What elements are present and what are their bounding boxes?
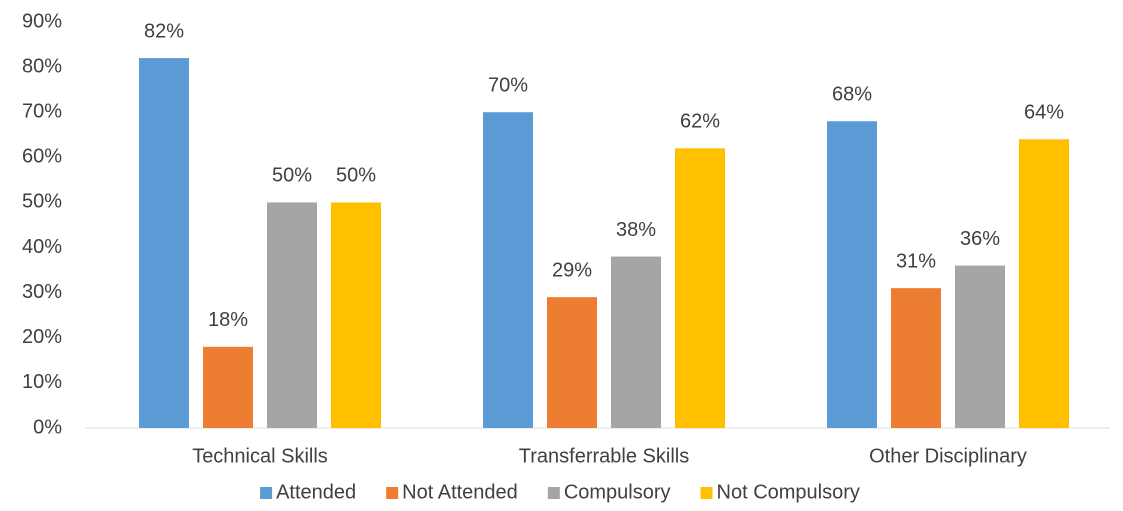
data-label: 50%	[336, 165, 376, 187]
bar	[203, 346, 253, 428]
legend-label: Attended	[276, 481, 356, 503]
data-label: 82%	[144, 20, 184, 42]
data-label: 36%	[960, 228, 1000, 250]
y-tick-label: 90%	[22, 10, 62, 32]
bar	[675, 148, 725, 429]
data-label: 38%	[616, 219, 656, 241]
x-tick-label: Technical Skills	[192, 445, 328, 467]
legend-label: Compulsory	[564, 481, 671, 503]
bar	[483, 112, 533, 428]
bar	[267, 202, 317, 428]
bar	[891, 288, 941, 428]
legend-swatch	[260, 487, 273, 499]
x-tick-label: Transferrable Skills	[519, 445, 689, 467]
bar	[1019, 139, 1069, 429]
legend-label: Not Compulsory	[717, 481, 860, 503]
data-label: 64%	[1024, 102, 1064, 124]
bar	[955, 265, 1005, 428]
data-label: 70%	[488, 75, 528, 97]
data-label: 18%	[208, 309, 248, 331]
y-tick-label: 40%	[22, 236, 62, 258]
legend-swatch	[700, 487, 713, 499]
x-tick-label: Other Disciplinary	[869, 445, 1027, 467]
y-tick-label: 0%	[33, 416, 62, 438]
bar	[139, 58, 189, 428]
bar	[331, 202, 381, 428]
y-tick-label: 20%	[22, 326, 62, 348]
data-label: 31%	[896, 250, 936, 272]
bar	[827, 121, 877, 428]
y-tick-label: 50%	[22, 191, 62, 213]
data-label: 50%	[272, 165, 312, 187]
data-label: 68%	[832, 84, 872, 106]
y-tick-label: 60%	[22, 146, 62, 168]
legend-swatch	[547, 487, 560, 499]
y-tick-label: 10%	[22, 371, 62, 393]
data-label: 29%	[552, 259, 592, 281]
legend-label: Not Attended	[402, 481, 518, 503]
y-tick-label: 70%	[22, 101, 62, 123]
bar	[547, 297, 597, 428]
data-label: 62%	[680, 111, 720, 133]
bar	[611, 256, 661, 428]
y-tick-label: 80%	[22, 55, 62, 77]
y-tick-label: 30%	[22, 281, 62, 303]
legend-swatch	[386, 487, 399, 499]
